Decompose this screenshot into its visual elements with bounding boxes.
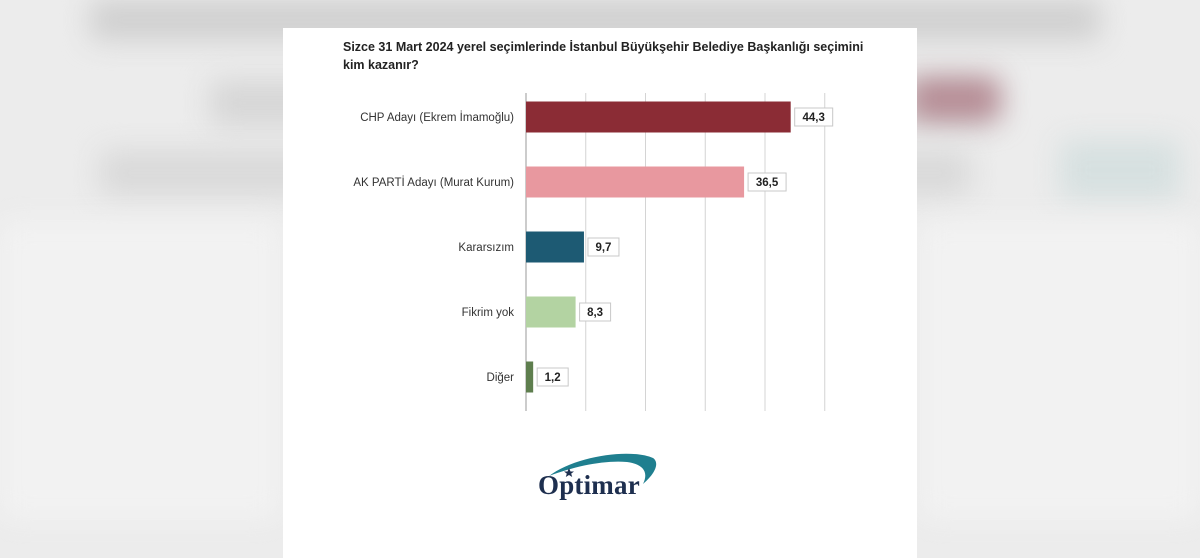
background-blur [910,78,1000,120]
category-label: Fikrim yok [462,307,515,319]
optimar-logo: Optimar [535,446,665,506]
data-label: 9,7 [595,242,611,254]
data-label-box [794,107,834,127]
bar [526,166,745,198]
bar [526,101,791,133]
bar-chart: CHP Adayı (Ekrem İmamoğlu) 44,3 AK PARTİ A… [353,93,834,411]
bar [526,231,584,263]
data-label-box [536,367,569,387]
data-label: 36,5 [756,177,779,189]
chart-card: Sizce 31 Mart 2024 yerel seçimlerinde İs… [283,28,917,558]
background-blur [920,220,1200,520]
category-label: AK PARTİ Adayı (Murat Kurum) [353,176,514,189]
category-label: CHP Adayı (Ekrem İmamoğlu) [360,111,514,124]
data-label-box [747,172,787,192]
logo-text: Optimar [538,470,640,500]
logo-swoosh-icon [549,453,657,484]
data-label: 8,3 [587,307,603,319]
bar [526,361,534,393]
bar [526,296,576,328]
data-label: 1,2 [545,372,561,384]
category-label: Diğer [487,372,515,384]
data-label-box [587,237,620,257]
category-label: Kararsızım [458,242,514,254]
chart-title: Sizce 31 Mart 2024 yerel seçimlerinde İs… [343,40,864,72]
background-blur [1060,140,1180,200]
background-blur [0,220,280,520]
data-label-box [579,302,612,322]
data-label: 44,3 [802,112,824,124]
